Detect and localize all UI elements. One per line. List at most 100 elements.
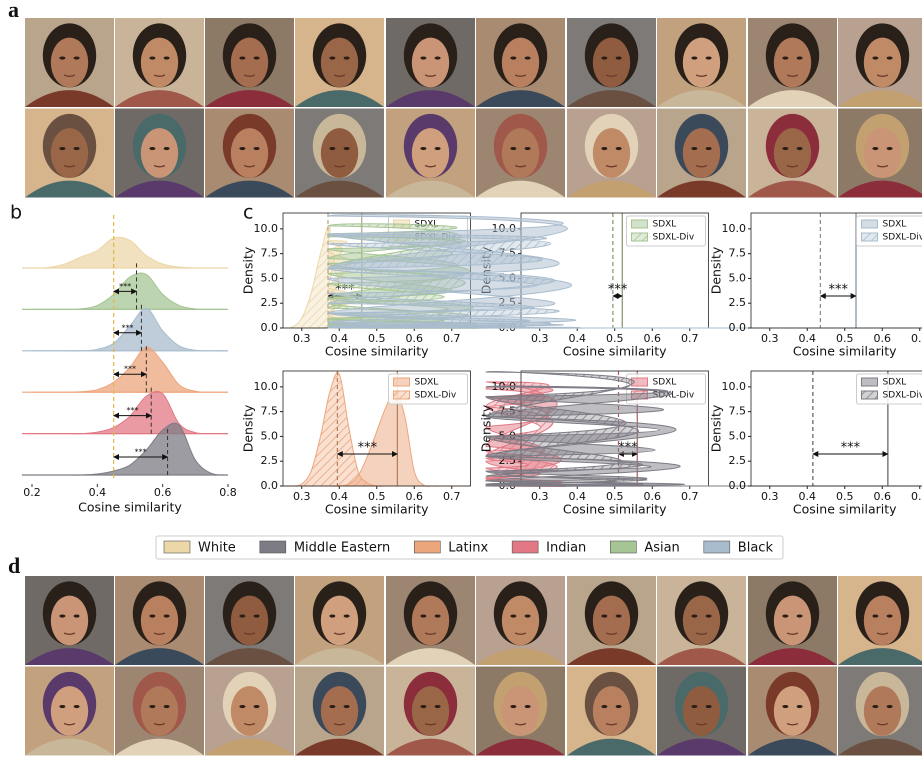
x-tick-label: 0.2 — [23, 486, 41, 499]
photo-eye — [782, 56, 789, 60]
legend-swatch — [511, 540, 539, 554]
y-axis-label: Density — [241, 404, 256, 452]
photo-mouth — [695, 632, 708, 635]
photo-eye — [73, 146, 80, 151]
y-tick-label: 7.5 — [261, 247, 279, 260]
photo-mouth — [243, 722, 256, 726]
y-tick-label: 2.5 — [729, 454, 747, 467]
photo-mouth — [243, 74, 256, 77]
photo — [295, 666, 384, 756]
photo — [476, 666, 565, 756]
legend-label: SDXL — [883, 220, 907, 230]
photo-eye — [253, 704, 260, 709]
photo-mouth — [153, 632, 166, 635]
photo-eye — [329, 614, 336, 618]
photo-mouth — [876, 74, 889, 77]
photo-eye — [872, 614, 879, 618]
legend-swatch — [861, 232, 878, 242]
photo-eye — [615, 146, 622, 151]
y-tick-label: 10.0 — [254, 380, 279, 393]
photo — [567, 18, 656, 107]
legend-label: Black — [738, 541, 774, 556]
photo-mouth — [695, 164, 708, 168]
photo — [838, 576, 922, 665]
photo-face — [411, 595, 450, 646]
photo-clothing — [386, 180, 475, 198]
photo-eye — [705, 704, 712, 709]
photo — [386, 18, 475, 107]
photo-mouth — [876, 722, 889, 726]
photo — [657, 108, 746, 198]
photo-eye — [434, 146, 441, 151]
photo-clothing — [748, 738, 837, 756]
photo-eye — [796, 146, 803, 151]
photo-face — [501, 37, 540, 88]
photo-eye — [73, 704, 80, 709]
x-tick-label: 0.5 — [368, 490, 386, 503]
legend-label: SDXL-Div — [883, 391, 922, 401]
photo-clothing — [476, 648, 565, 665]
photo-eye — [601, 56, 608, 60]
photo — [205, 108, 294, 198]
photo-face — [863, 37, 902, 88]
photo — [295, 18, 384, 107]
photo-mouth — [333, 722, 346, 726]
photo-eye — [73, 56, 80, 60]
photo-clothing — [295, 648, 384, 665]
x-tick-label: 0.4 — [331, 332, 349, 345]
photo-face — [320, 128, 359, 178]
x-tick-label: 0.6 — [644, 332, 662, 345]
photo — [25, 666, 114, 756]
photo-eye — [705, 56, 712, 60]
photo-eye — [329, 56, 336, 60]
photo-eye — [872, 56, 879, 60]
significance-label: *** — [608, 283, 628, 298]
photo-mouth — [876, 632, 889, 635]
x-tick-label: 0.5 — [836, 490, 854, 503]
legend-swatch — [861, 390, 878, 400]
x-tick-label: 0.5 — [368, 332, 386, 345]
photo-eye — [782, 704, 789, 709]
legend-label: SDXL-Div — [653, 233, 695, 243]
photo-eye — [615, 614, 622, 618]
y-tick-label: 0.0 — [729, 479, 747, 492]
photo-clothing — [295, 90, 384, 107]
photo-face — [411, 128, 450, 178]
photo — [115, 666, 204, 756]
photo-face — [863, 595, 902, 646]
photo — [476, 576, 565, 665]
photo — [748, 576, 837, 665]
photo-face — [592, 595, 631, 646]
photo-eye — [510, 704, 517, 709]
y-tick-label: 5.0 — [729, 271, 747, 284]
photo-mouth — [424, 722, 437, 726]
photo-face — [411, 686, 450, 736]
photo-eye — [253, 146, 260, 151]
photo — [205, 18, 294, 107]
photo-mouth — [876, 164, 889, 168]
photo-eye — [524, 146, 531, 151]
y-tick-label: 2.5 — [261, 296, 279, 309]
photo-clothing — [386, 90, 475, 107]
x-tick-label: 0.4 — [799, 490, 817, 503]
x-tick-label: 0.5 — [836, 332, 854, 345]
photo-face — [230, 37, 269, 88]
photo-eye — [59, 56, 66, 60]
photo-clothing — [476, 90, 565, 107]
photo-mouth — [63, 164, 76, 168]
photo-mouth — [514, 722, 527, 726]
y-tick-label: 7.5 — [729, 247, 747, 260]
photo-face — [50, 37, 89, 88]
photo-clothing — [838, 180, 922, 198]
legend-label: Latinx — [448, 541, 488, 556]
photo — [838, 666, 922, 756]
photo-clothing — [748, 648, 837, 665]
legend-swatch — [163, 540, 191, 554]
photo-mouth — [63, 74, 76, 77]
y-tick-label: 5.0 — [261, 271, 279, 284]
photo-face — [140, 128, 179, 178]
photo — [567, 576, 656, 665]
photo — [386, 576, 475, 665]
photo-face — [501, 128, 540, 178]
photo-clothing — [25, 90, 114, 107]
